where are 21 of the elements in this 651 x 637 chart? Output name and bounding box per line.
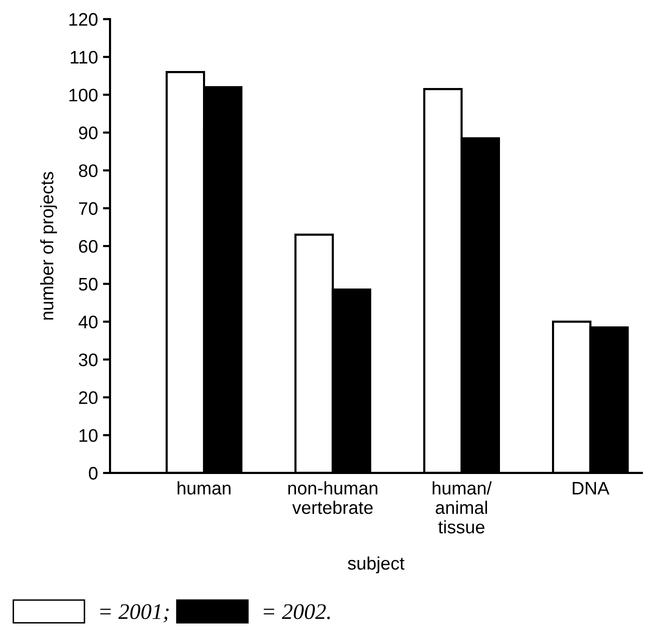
legend-label: = 2002. xyxy=(264,604,330,620)
x-tick-label: DNA xyxy=(572,482,610,494)
x-tick-label: non-human vertebrate xyxy=(288,481,378,514)
y-tick-label: 50 xyxy=(78,278,98,291)
y-tick-label: 90 xyxy=(78,126,98,140)
y-tick-label: 30 xyxy=(78,353,98,366)
y-tick-label: 120 xyxy=(69,13,98,26)
legend-label: = 2001; xyxy=(100,604,169,622)
x-tick-label: human/ animal tissue xyxy=(432,481,492,534)
y-tick-label: 70 xyxy=(79,202,98,215)
y-axis-title: number of projects xyxy=(40,172,57,320)
y-tick-label: 10 xyxy=(80,429,98,442)
y-tick-label: 40 xyxy=(78,316,98,328)
x-axis-title: subject xyxy=(348,556,404,574)
y-tick-label: 110 xyxy=(70,50,98,64)
y-tick-label: 20 xyxy=(79,391,98,404)
y-tick-label: 0 xyxy=(88,466,98,480)
y-tick-label: 60 xyxy=(79,240,98,253)
y-tick-label: 100 xyxy=(69,88,98,102)
y-tick-label: 80 xyxy=(78,164,98,178)
x-tick-label: human xyxy=(178,481,230,495)
